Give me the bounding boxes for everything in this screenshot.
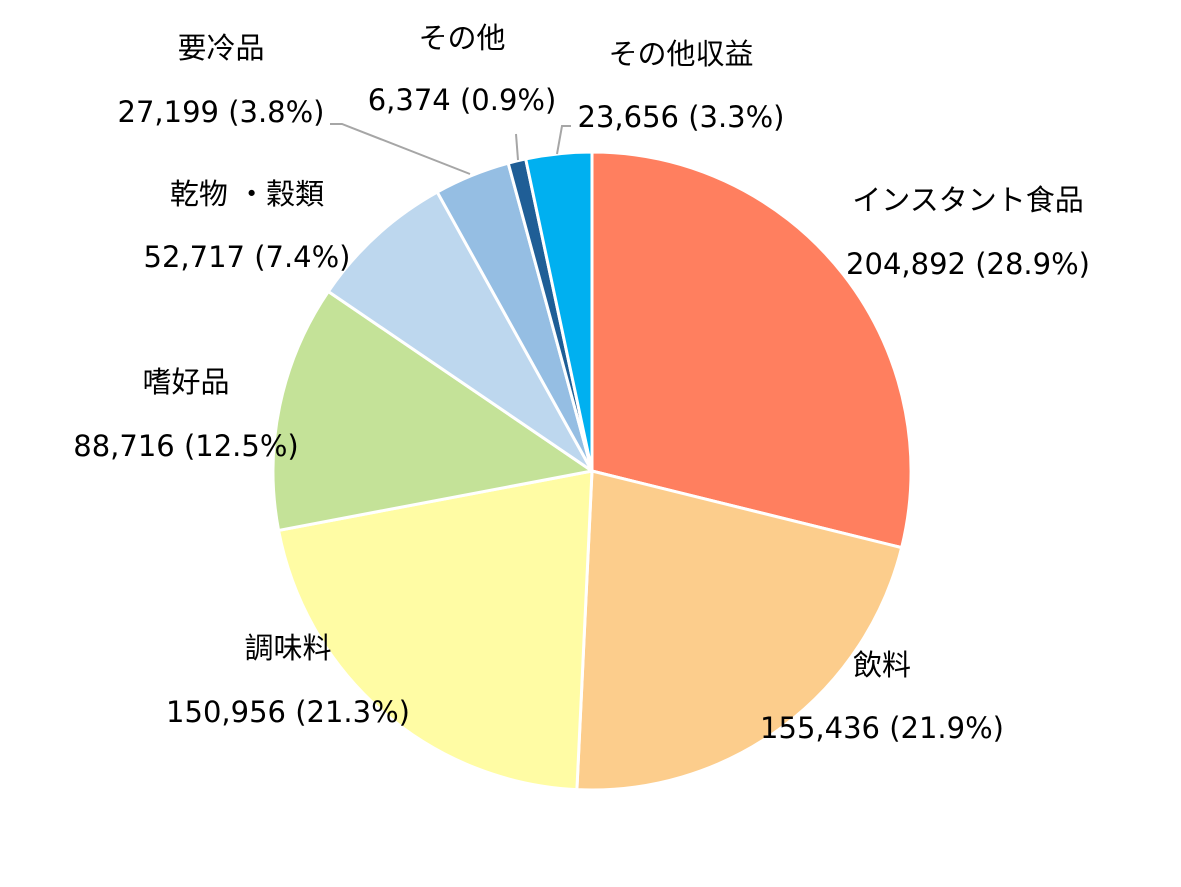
- slice-category-label: インスタント食品: [852, 183, 1083, 217]
- labels-layer: インスタント食品 204,892 (28.9%) 飲料 155,436 (21.9%)…: [73, 21, 1090, 745]
- slice-category-label: 要冷品: [177, 31, 264, 65]
- slice-category-label: その他: [418, 21, 505, 55]
- leader-line: [330, 123, 471, 175]
- pie-slice: [590, 150, 913, 550]
- leader-lines: [330, 123, 571, 175]
- slice-value-label: 23,656 (3.3%): [578, 100, 785, 134]
- slice-category-label: 調味料: [244, 631, 331, 665]
- slice-value-label: 155,436 (21.9%): [760, 711, 1004, 745]
- pie-slice: [326, 190, 594, 473]
- slice-value-label: 150,956 (21.3%): [166, 695, 410, 729]
- slice-value-label: 27,199 (3.8%): [118, 95, 325, 129]
- slice-category-label: 飲料: [853, 648, 911, 682]
- slice-value-label: 204,892 (28.9%): [846, 247, 1090, 281]
- slice-value-label: 88,716 (12.5%): [73, 429, 298, 463]
- leader-line: [515, 133, 519, 161]
- pie-slice: [524, 150, 594, 473]
- slice-value-label: 6,374 (0.9%): [368, 83, 557, 117]
- slices-layer: [271, 150, 913, 792]
- slice-category-label: その他収益: [608, 37, 753, 71]
- pie-slice: [277, 469, 594, 792]
- slice-category-label: 嗜好品: [142, 365, 229, 399]
- pie-slice: [575, 469, 904, 792]
- leader-line: [556, 125, 571, 155]
- slice-value-label: 52,717 (7.4%): [144, 240, 351, 274]
- pie-slice: [271, 289, 594, 532]
- slice-category-label: 乾物 ・穀類: [170, 177, 324, 211]
